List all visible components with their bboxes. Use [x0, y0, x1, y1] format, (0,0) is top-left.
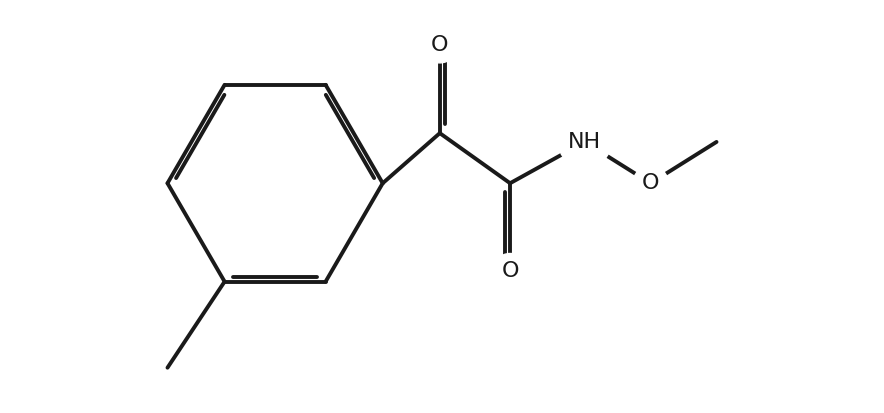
- Circle shape: [559, 116, 611, 168]
- Text: O: O: [501, 261, 519, 281]
- Text: O: O: [642, 173, 659, 193]
- Circle shape: [633, 166, 668, 201]
- Circle shape: [492, 254, 528, 289]
- Circle shape: [423, 28, 457, 63]
- Text: NH: NH: [568, 132, 601, 152]
- Text: O: O: [431, 35, 448, 55]
